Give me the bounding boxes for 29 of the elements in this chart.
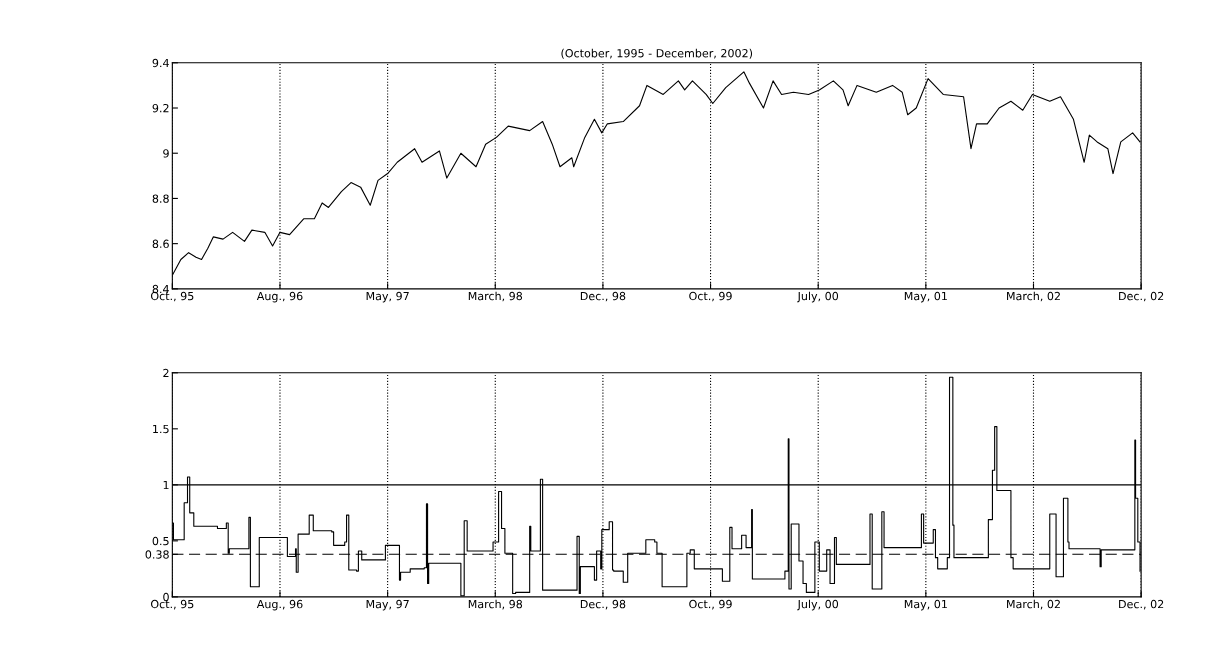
y-tick-label: 2 bbox=[163, 368, 169, 378]
y-tick-label: 9.2 bbox=[152, 103, 169, 113]
y-tick-label: 1.5 bbox=[153, 424, 169, 434]
x-tick-label: Dec., 98 bbox=[580, 291, 626, 302]
x-tick-label: March, 02 bbox=[1007, 599, 1060, 610]
x-tick-label: May, 01 bbox=[904, 599, 947, 611]
x-tick-label: July, 00 bbox=[797, 291, 839, 303]
x-tick-label: Dec., 98 bbox=[580, 599, 626, 610]
y-tick-label: 9.4 bbox=[152, 58, 169, 68]
x-tick-label: May, 97 bbox=[366, 291, 409, 303]
x-tick-label: May, 01 bbox=[904, 291, 947, 303]
y-tick-label: 8.8 bbox=[152, 194, 169, 203]
y-tick-label: 0.5 bbox=[152, 536, 169, 546]
x-tick-label: Dec., 02 bbox=[1119, 599, 1164, 610]
x-tick-label: Dec., 02 bbox=[1119, 291, 1164, 302]
x-tick-label: March, 98 bbox=[468, 599, 523, 610]
y-tick-label: 0.38 bbox=[145, 550, 169, 559]
x-tick-label: Oct., 99 bbox=[689, 291, 732, 302]
y-tick-label: 9 bbox=[163, 149, 169, 158]
chart-title: (October, 1995 - December, 2002) bbox=[561, 48, 753, 59]
x-tick-label: July, 00 bbox=[797, 599, 839, 611]
x-tick-label: Aug., 96 bbox=[256, 291, 303, 303]
x-tick-label: May, 97 bbox=[366, 599, 409, 611]
x-tick-label: Oct., 99 bbox=[689, 599, 732, 610]
y-tick-label: 8.6 bbox=[152, 239, 169, 249]
y-tick-label: 1 bbox=[163, 480, 169, 490]
x-tick-label: March, 02 bbox=[1007, 291, 1060, 302]
x-tick-label: March, 98 bbox=[468, 291, 523, 302]
x-tick-label: Aug., 96 bbox=[256, 599, 303, 611]
